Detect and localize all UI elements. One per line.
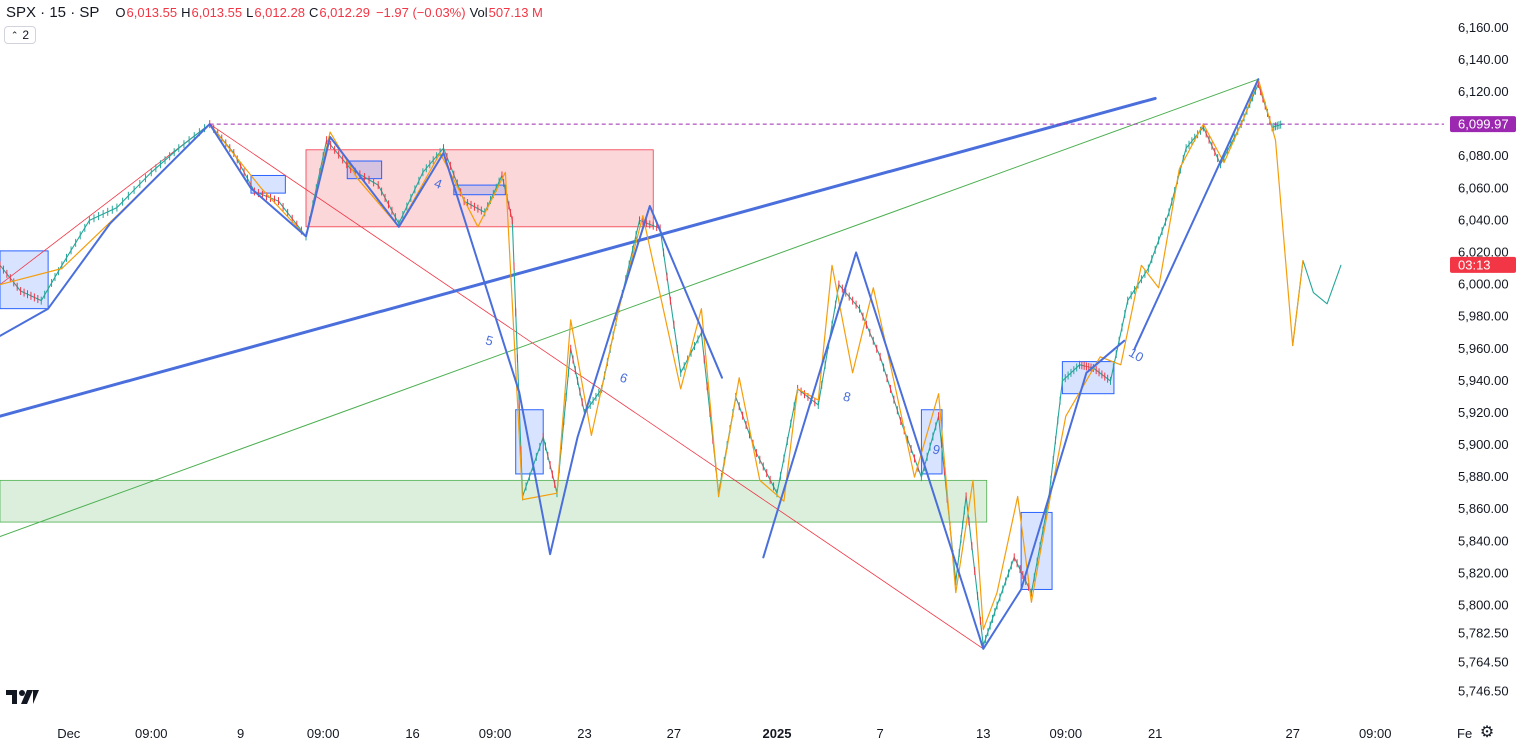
symbol-title[interactable]: SPX · 15 · SP bbox=[6, 3, 100, 21]
x-tick-label: 13 bbox=[976, 726, 990, 741]
close-label: C bbox=[308, 4, 319, 20]
red-trendline-2 bbox=[0, 123, 211, 286]
x-tick-label: 16 bbox=[405, 726, 419, 741]
order-block-box-1 bbox=[250, 174, 286, 194]
y-tick-label: 5,820.00 bbox=[1458, 565, 1509, 580]
price-series-line-2 bbox=[1292, 259, 1342, 347]
x-tick-label: 09:00 bbox=[1050, 726, 1083, 741]
y-tick-label: 6,080.00 bbox=[1458, 148, 1509, 163]
chevron-up-icon: ⌃ bbox=[10, 29, 19, 40]
y-tick-label: 5,880.00 bbox=[1458, 469, 1509, 484]
y-tick-label: 6,020.00 bbox=[1458, 244, 1509, 259]
low-label: L bbox=[246, 4, 254, 20]
y-tick-label: 5,840.00 bbox=[1458, 533, 1509, 548]
x-tick-label: 09:00 bbox=[307, 726, 340, 741]
blue-zigzag-line-3 bbox=[1133, 78, 1260, 350]
low-value: 6,012.28 bbox=[254, 4, 305, 20]
x-tick-label: 23 bbox=[577, 726, 591, 741]
volume-label: Vol bbox=[469, 4, 488, 20]
countdown-badge-bg bbox=[1450, 256, 1516, 273]
order-block-box-0 bbox=[0, 250, 49, 310]
blue-zigzag-line bbox=[0, 123, 723, 556]
indicators-toggle-button[interactable]: ⌃ 2 bbox=[4, 26, 36, 44]
y-tick-label: 6,160.00 bbox=[1458, 20, 1509, 35]
high-value: 6,013.55 bbox=[191, 4, 243, 20]
x-tick-label: 09:00 bbox=[1359, 726, 1392, 741]
tradingview-logo-icon[interactable] bbox=[6, 688, 40, 706]
y-tick-label: 6,040.00 bbox=[1458, 212, 1509, 227]
x-tick-label: 9 bbox=[237, 726, 244, 741]
y-tick-label: 5,764.50 bbox=[1458, 654, 1509, 669]
gear-icon[interactable]: ⚙ bbox=[1479, 724, 1495, 741]
countdown-badge: 03:13 bbox=[1458, 257, 1491, 272]
x-tick-label: 09:00 bbox=[479, 726, 512, 741]
x-tick-label: 2025 bbox=[763, 726, 792, 741]
open-value: 6,013.55 bbox=[126, 4, 178, 20]
y-tick-label: 5,800.00 bbox=[1458, 598, 1509, 613]
indicator-count: 2 bbox=[22, 28, 30, 42]
blue-trendline bbox=[0, 96, 1157, 418]
y-tick-label: 6,060.00 bbox=[1458, 180, 1509, 195]
price-line-badge: 6,099.97 bbox=[1458, 117, 1509, 132]
open-label: O bbox=[115, 4, 126, 20]
x-tick-label: 7 bbox=[877, 726, 884, 741]
wave-label-2: 6 bbox=[618, 370, 630, 387]
y-tick-label: 5,960.00 bbox=[1458, 341, 1509, 356]
x-tick-label: 27 bbox=[667, 726, 681, 741]
wave-label-3: 8 bbox=[842, 389, 853, 405]
y-tick-label: 6,140.00 bbox=[1458, 52, 1509, 67]
green-trendline bbox=[0, 78, 1259, 537]
volume-value: 507.13 M bbox=[488, 4, 543, 20]
wave-label-1: 5 bbox=[484, 332, 495, 348]
price-line-badge-bg bbox=[1450, 116, 1516, 133]
y-tick-label: 5,746.50 bbox=[1458, 683, 1509, 698]
y-tick-label: 5,980.00 bbox=[1458, 309, 1509, 324]
y-tick-label: 6,000.00 bbox=[1458, 277, 1509, 292]
y-tick-label: 5,860.00 bbox=[1458, 501, 1509, 516]
demand-zone-1 bbox=[0, 479, 988, 523]
high-label: H bbox=[181, 4, 191, 20]
plot-area: 4 5 6 8 9 10 bbox=[0, 78, 1444, 650]
supply-zone-0 bbox=[305, 149, 654, 228]
y-tick-label: 5,920.00 bbox=[1458, 405, 1509, 420]
y-tick-label: 5,900.00 bbox=[1458, 437, 1509, 452]
y-tick-label: 6,120.00 bbox=[1458, 84, 1509, 99]
blue-zigzag-line-2 bbox=[762, 251, 1126, 650]
close-value: 6,012.29 bbox=[319, 4, 370, 20]
y-tick-label: 5,940.00 bbox=[1458, 373, 1509, 388]
change-value: −1.97 (−0.03%) bbox=[375, 4, 466, 20]
x-tick-label: 09:00 bbox=[135, 726, 168, 741]
wave-label-0: 4 bbox=[432, 175, 444, 192]
wave-label-4: 9 bbox=[931, 441, 942, 457]
y-tick-label: 5,782.50 bbox=[1458, 626, 1509, 641]
symbol-legend: SPX · 15 · SP O 6,013.55 H 6,013.55 L 6,012… bbox=[6, 3, 543, 21]
x-tick-label: 27 bbox=[1285, 726, 1299, 741]
orange-zigzag-line bbox=[0, 78, 1304, 631]
x-tick-label: Fe bbox=[1457, 726, 1472, 741]
red-trendline bbox=[209, 123, 984, 650]
wave-label-5: 10 bbox=[1126, 345, 1146, 365]
order-block-box-6 bbox=[1020, 511, 1053, 590]
x-tick-label: Dec bbox=[57, 726, 81, 741]
x-tick-label: 21 bbox=[1148, 726, 1162, 741]
